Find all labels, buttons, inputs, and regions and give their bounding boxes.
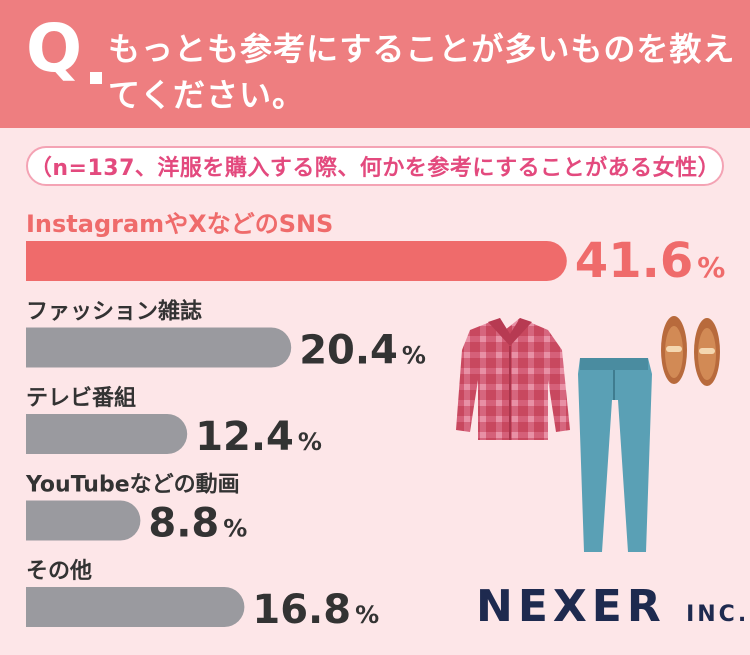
- bar-left-edge: [26, 327, 46, 368]
- category-label: テレビ番組: [26, 385, 136, 411]
- logo-name: NEXER: [476, 581, 666, 632]
- category-label: InstagramやXなどのSNS: [26, 210, 333, 238]
- shoes-illustration: [661, 316, 720, 386]
- bars-layer: InstagramやXなどのSNS 41.6 % ファッション雑誌 20.4 % テレビ番組…: [25, 210, 725, 633]
- bar: [26, 414, 188, 454]
- value-label: 41.6%: [575, 233, 726, 289]
- category-label: その他: [26, 559, 92, 584]
- logo-suffix: INC.: [686, 602, 750, 627]
- bar-left-edge: [26, 414, 46, 454]
- sample-note: （n=137、洋服を購入する際、何かを参考にすることがある女性）: [26, 146, 724, 186]
- q-mark: Q: [26, 10, 83, 87]
- value-label: 16.8%: [252, 587, 379, 633]
- plaid-shirt-illustration: [456, 318, 570, 440]
- bar: [26, 587, 245, 627]
- nexer-logo: NEXER INC.: [476, 585, 749, 629]
- bar-left-edge: [26, 587, 46, 627]
- jeans-illustration: [578, 358, 652, 552]
- bar: [26, 241, 567, 281]
- value-label: 20.4%: [299, 328, 426, 374]
- category-label: YouTubeなどの動画: [25, 473, 240, 498]
- bar: [26, 327, 292, 368]
- bar: [26, 500, 141, 541]
- bar-left-edge: [26, 500, 46, 541]
- clothing-illustrations: [456, 316, 720, 552]
- category-label: ファッション雑誌: [26, 299, 202, 325]
- bar-left-edge: [26, 241, 46, 281]
- value-label: 12.4%: [195, 414, 322, 460]
- question-text: もっとも参考にすることが多いものを教えてください。: [108, 30, 736, 114]
- question-header: Q もっとも参考にすることが多いものを教えてください。: [0, 0, 750, 128]
- value-label: 8.8%: [148, 501, 247, 547]
- q-dot-decoration: [90, 72, 102, 84]
